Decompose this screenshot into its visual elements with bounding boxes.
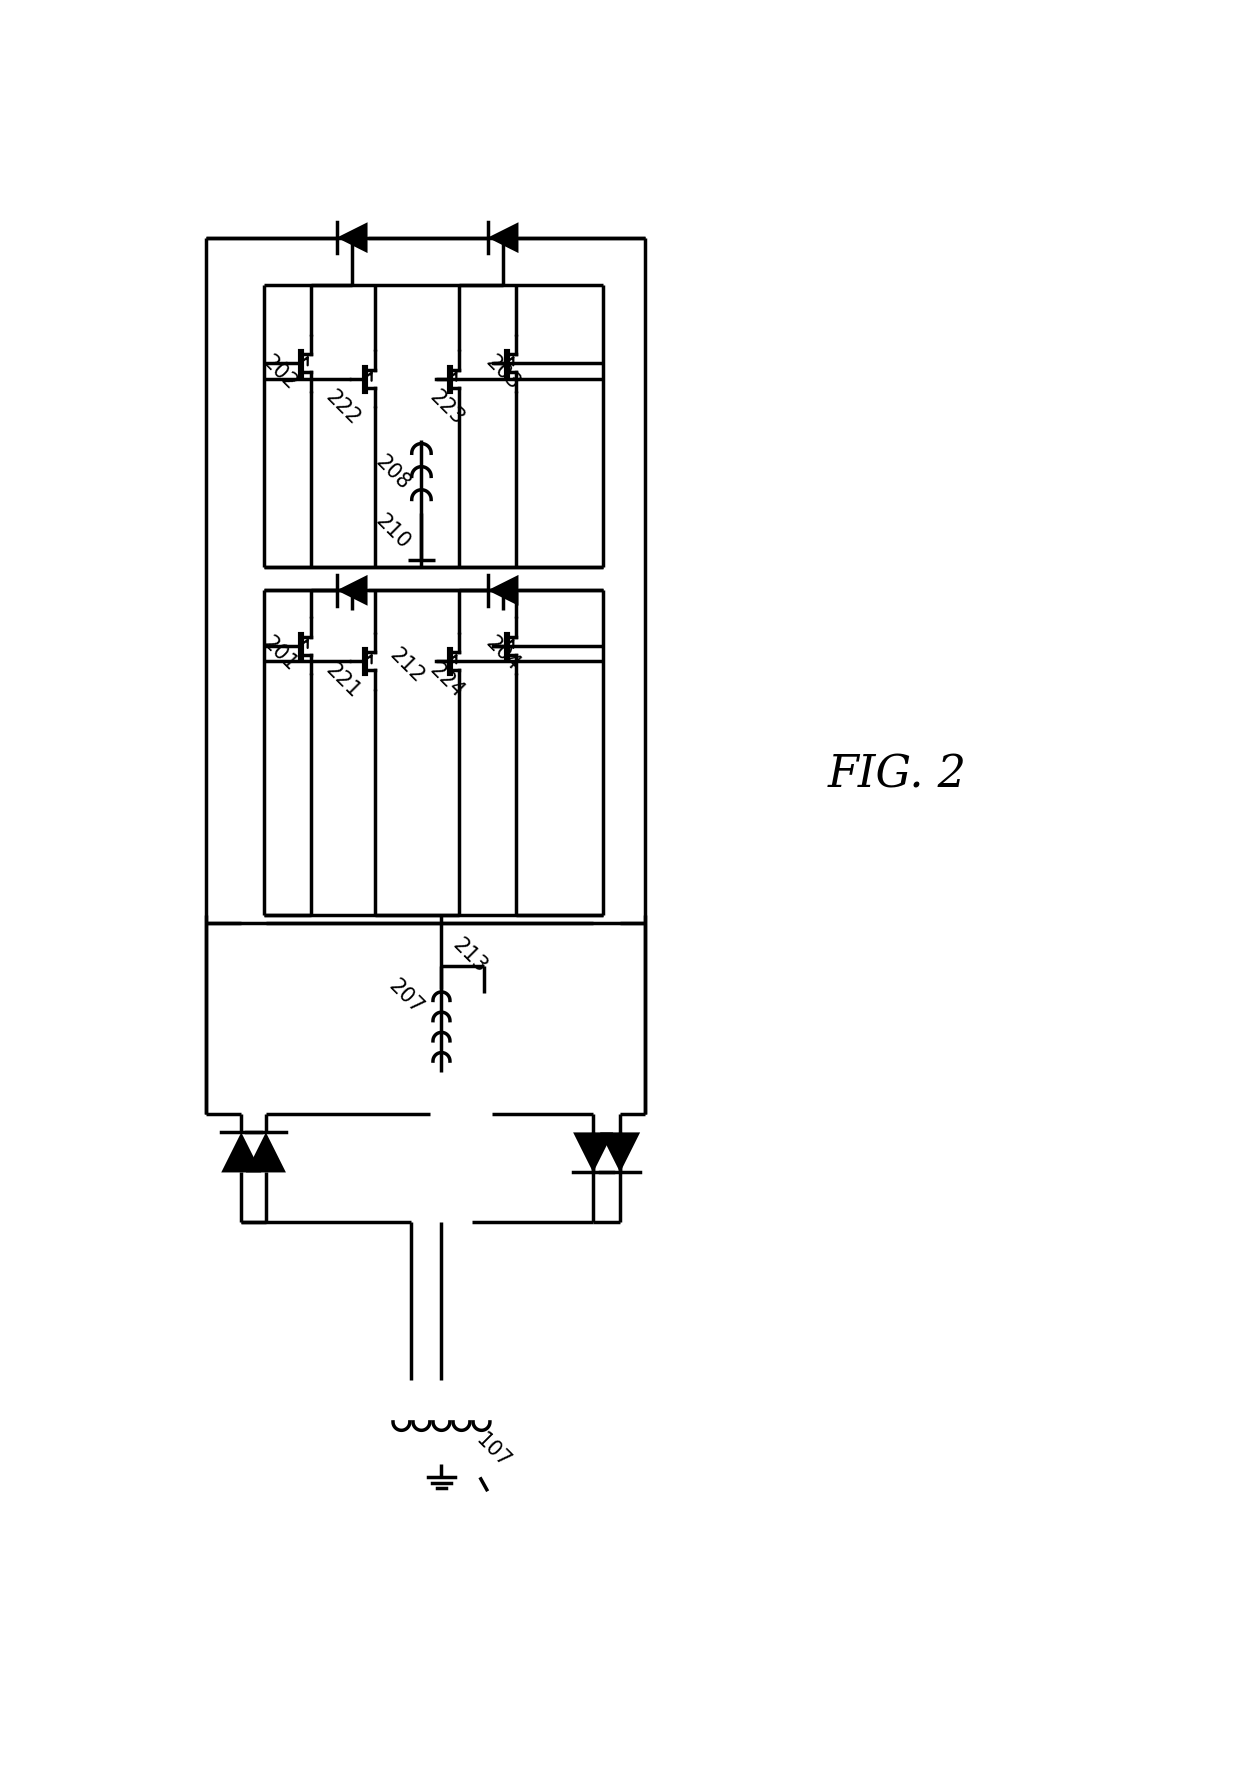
Polygon shape [600, 1132, 640, 1173]
Text: 222: 222 [321, 386, 363, 429]
Polygon shape [337, 576, 367, 606]
Text: FIG. 2: FIG. 2 [828, 753, 967, 797]
Polygon shape [487, 576, 518, 606]
Text: 224: 224 [427, 660, 469, 703]
Polygon shape [221, 1132, 262, 1173]
Text: 201: 201 [258, 633, 300, 676]
Text: 207: 207 [384, 976, 427, 1017]
Text: 204: 204 [481, 633, 523, 676]
Text: 223: 223 [427, 386, 469, 429]
Text: 210: 210 [372, 511, 414, 552]
Text: 212: 212 [386, 644, 428, 687]
Text: 221: 221 [321, 660, 363, 703]
Text: 208: 208 [372, 452, 414, 493]
Polygon shape [487, 222, 518, 254]
Text: 213: 213 [449, 935, 491, 976]
Text: 202: 202 [258, 352, 300, 393]
Text: 107: 107 [472, 1430, 515, 1472]
Polygon shape [337, 222, 367, 254]
Polygon shape [573, 1132, 613, 1173]
Text: 203: 203 [481, 352, 523, 393]
Polygon shape [246, 1132, 286, 1173]
